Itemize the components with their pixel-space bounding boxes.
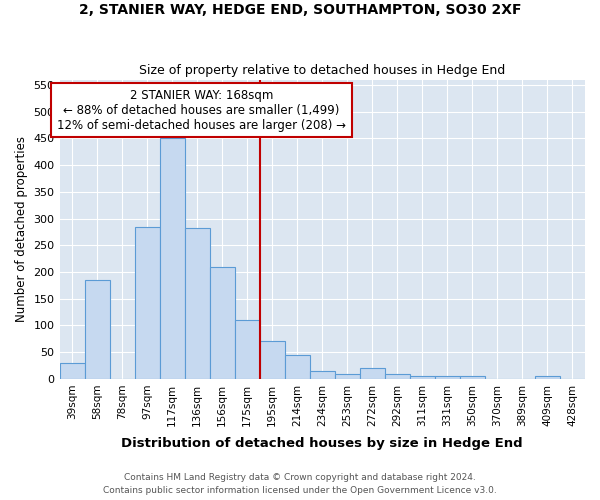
Bar — [435, 376, 460, 379]
X-axis label: Distribution of detached houses by size in Hedge End: Distribution of detached houses by size … — [121, 437, 523, 450]
Bar — [335, 374, 360, 379]
Bar — [160, 138, 185, 379]
Text: 2 STANIER WAY: 168sqm
← 88% of detached houses are smaller (1,499)
12% of semi-d: 2 STANIER WAY: 168sqm ← 88% of detached … — [57, 88, 346, 132]
Text: Contains HM Land Registry data © Crown copyright and database right 2024.
Contai: Contains HM Land Registry data © Crown c… — [103, 474, 497, 495]
Bar — [260, 342, 285, 379]
Title: Size of property relative to detached houses in Hedge End: Size of property relative to detached ho… — [139, 64, 505, 77]
Bar — [235, 320, 260, 379]
Bar — [85, 280, 110, 379]
Bar — [185, 228, 209, 379]
Bar — [410, 376, 435, 379]
Bar — [285, 355, 310, 379]
Bar — [535, 376, 560, 379]
Bar — [385, 374, 410, 379]
Bar — [310, 371, 335, 379]
Bar — [360, 368, 385, 379]
Bar — [460, 376, 485, 379]
Bar — [134, 226, 160, 379]
Y-axis label: Number of detached properties: Number of detached properties — [15, 136, 28, 322]
Bar — [59, 363, 85, 379]
Bar — [209, 266, 235, 379]
Text: 2, STANIER WAY, HEDGE END, SOUTHAMPTON, SO30 2XF: 2, STANIER WAY, HEDGE END, SOUTHAMPTON, … — [79, 2, 521, 16]
